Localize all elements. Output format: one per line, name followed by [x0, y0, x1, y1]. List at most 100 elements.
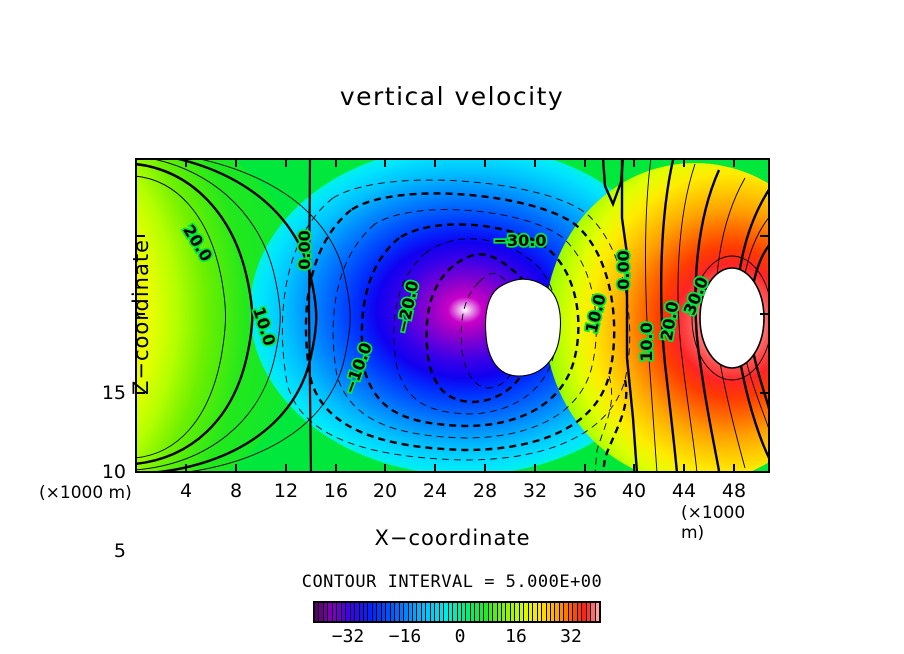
colorbar-segment	[426, 603, 431, 621]
chart-title: vertical velocity	[339, 82, 565, 111]
colorbar-segment	[381, 603, 387, 621]
colorbar-segment	[586, 603, 592, 621]
contour-plot: 20.0 10.0 0.00 −30.0 −20.0 −10.0 10.0 0.…	[39, 158, 770, 562]
colorbar-segment	[470, 603, 476, 621]
x-tick-24: 24	[422, 480, 448, 502]
y-axis-unit: (×1000 m)	[39, 483, 132, 503]
colorbar-segment	[466, 603, 471, 621]
contour-label-center-m30: −30.0	[494, 231, 547, 250]
colorbar-segment	[577, 603, 583, 621]
colorbar-segment	[372, 603, 378, 621]
colorbar-segment	[568, 603, 574, 621]
x-tick-8: 8	[229, 480, 243, 502]
colorbar-segment	[390, 603, 396, 621]
y-axis-title: Z−coordinate	[129, 239, 153, 395]
colorbar-segment	[341, 603, 347, 621]
colorbar-tick-zero: 0	[454, 626, 466, 647]
colorbar-segment	[479, 603, 485, 621]
x-tick-12: 12	[273, 480, 299, 502]
colorbar-segment	[546, 603, 552, 621]
contour-label-right-10: 10.0	[637, 322, 656, 361]
colorbar-segment	[559, 603, 565, 621]
colorbar-segment	[421, 603, 427, 621]
colorbar-segment	[448, 603, 454, 621]
colorbar-segment	[488, 603, 494, 621]
colorbar-segment	[399, 603, 405, 621]
colorbar-segment	[502, 603, 507, 621]
colorbar-segment	[417, 603, 422, 621]
colorbar-segment	[573, 603, 578, 621]
y-tick-10: 10	[101, 461, 126, 483]
colorbar-segment	[323, 603, 329, 621]
contour-label-zero-right: 0.00	[614, 250, 633, 289]
colorbar-segment	[461, 603, 467, 621]
colorbar-segment	[319, 603, 324, 621]
x-tick-36: 36	[572, 480, 598, 502]
saturated-core-right	[699, 267, 765, 369]
colorbar-segment	[355, 603, 360, 621]
y-tick-15: 15	[101, 382, 126, 404]
colorbar-segment	[537, 603, 543, 621]
colorbar-segment	[315, 603, 320, 621]
x-axis-unit: (×1000 m)	[681, 503, 746, 543]
colorbar-segment	[533, 603, 538, 621]
plot-frame	[135, 158, 770, 473]
colorbar-segment	[453, 603, 458, 621]
x-axis-title: X−coordinate	[374, 526, 531, 550]
colorbar-segment	[582, 603, 587, 621]
colorbar-tick-neg32: −32	[331, 626, 365, 647]
colorbar-segment	[368, 603, 373, 621]
x-tick-44: 44	[671, 480, 697, 502]
colorbar-segment	[493, 603, 498, 621]
colorbar-segment	[484, 603, 489, 621]
colorbar-segment	[510, 603, 516, 621]
colorbar-title: CONTOUR INTERVAL = 5.000E+00	[301, 572, 603, 592]
colorbar-segment	[444, 603, 449, 621]
x-tick-4: 4	[179, 480, 193, 502]
colorbar-segment	[337, 603, 342, 621]
colorbar-segment	[497, 603, 503, 621]
x-tick-40: 40	[621, 480, 647, 502]
colorbar-segment	[519, 603, 525, 621]
colorbar-segment	[408, 603, 413, 621]
colorbar-segment	[515, 603, 520, 621]
x-tick-32: 32	[522, 480, 548, 502]
colorbar-segment	[346, 603, 351, 621]
colorbar-segment	[564, 603, 569, 621]
colorbar-segment	[328, 603, 333, 621]
colorbar-segment	[435, 603, 440, 621]
colorbar-segment	[506, 603, 511, 621]
contour-field: 20.0 10.0 0.00 −30.0 −20.0 −10.0 10.0 0.…	[135, 158, 770, 473]
colorbar-tick-neg16: −16	[388, 626, 422, 647]
colorbar-segment	[412, 603, 418, 621]
colorbar-segment	[395, 603, 400, 621]
colorbar-segment	[430, 603, 436, 621]
colorbar-tick-32: 32	[560, 626, 582, 647]
colorbar-segment	[359, 603, 364, 621]
colorbar-segment	[377, 603, 382, 621]
colorbar-segment	[475, 603, 480, 621]
x-tick-48: 48	[721, 480, 747, 502]
colorbar-segment	[555, 603, 560, 621]
colorbar-segment	[595, 603, 599, 621]
y-tick-5: 5	[113, 540, 126, 562]
colorbar-segment	[363, 603, 369, 621]
colorbar	[313, 601, 601, 623]
colorbar-tick-16: 16	[505, 626, 527, 647]
x-tick-16: 16	[323, 480, 349, 502]
colorbar-segment	[524, 603, 529, 621]
colorbar-segment	[542, 603, 547, 621]
colorbar-segment	[591, 603, 596, 621]
colorbar-segment	[386, 603, 391, 621]
x-tick-28: 28	[472, 480, 498, 502]
colorbar-segment	[439, 603, 445, 621]
saturated-core-center	[484, 278, 562, 377]
colorbar-segment	[350, 603, 356, 621]
colorbar-segment	[528, 603, 534, 621]
x-tick-20: 20	[372, 480, 398, 502]
colorbar-segment	[457, 603, 462, 621]
colorbar-segment	[551, 603, 556, 621]
colorbar-segment	[332, 603, 338, 621]
colorbar-segment	[404, 603, 409, 621]
